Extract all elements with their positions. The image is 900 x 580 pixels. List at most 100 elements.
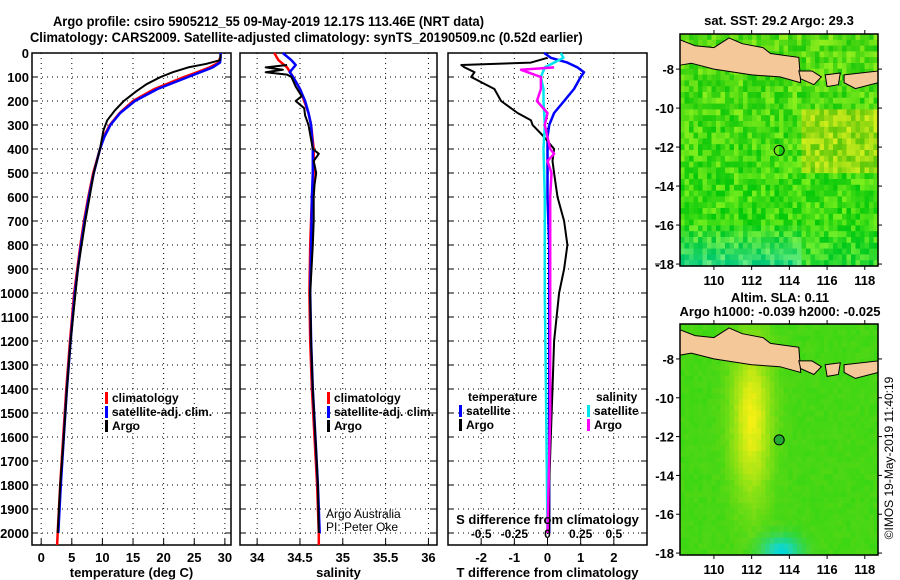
map-cell bbox=[797, 479, 803, 487]
map-cell bbox=[833, 202, 839, 209]
map-cell bbox=[792, 462, 798, 469]
map-cell bbox=[833, 520, 839, 527]
map-cell bbox=[806, 445, 812, 452]
map-cell bbox=[797, 526, 803, 533]
map-cell bbox=[783, 231, 789, 238]
map-cell bbox=[774, 86, 780, 93]
map-cell bbox=[864, 231, 870, 238]
map-cell bbox=[693, 254, 699, 261]
map-cell bbox=[738, 219, 744, 226]
map-cell bbox=[725, 242, 731, 250]
map-cell bbox=[828, 387, 834, 394]
map-cell bbox=[680, 364, 686, 371]
map-cell bbox=[815, 150, 821, 157]
map-cell bbox=[716, 358, 722, 365]
map-cell bbox=[693, 324, 699, 331]
map-cell bbox=[747, 370, 753, 377]
map-cell bbox=[711, 74, 717, 81]
map-cell bbox=[837, 242, 843, 250]
map-cell bbox=[680, 543, 686, 550]
map-cell bbox=[828, 219, 834, 226]
map-cell bbox=[770, 376, 776, 383]
map-cell bbox=[702, 531, 708, 539]
map-cell bbox=[729, 404, 735, 412]
map-cell bbox=[693, 491, 699, 498]
map-cell bbox=[720, 219, 726, 226]
map-cell bbox=[801, 144, 807, 151]
map-cell bbox=[689, 404, 695, 412]
map-cell bbox=[689, 543, 695, 550]
map-cell bbox=[815, 549, 821, 556]
map-cell bbox=[864, 39, 870, 47]
map-cell bbox=[824, 86, 830, 93]
map-cell bbox=[801, 190, 807, 197]
map-cell bbox=[797, 144, 803, 151]
map-cell bbox=[756, 86, 762, 93]
map-cell bbox=[846, 150, 852, 157]
map-cell bbox=[707, 179, 713, 186]
map-cell bbox=[797, 202, 803, 209]
map-cell bbox=[743, 508, 749, 516]
map-cell bbox=[788, 393, 794, 400]
map-cell bbox=[752, 179, 758, 186]
map-cell bbox=[729, 474, 735, 481]
map-cell bbox=[833, 213, 839, 221]
map-cell bbox=[846, 485, 852, 493]
map-cell bbox=[797, 45, 803, 52]
map-cell bbox=[765, 237, 771, 244]
map-cell bbox=[711, 543, 717, 550]
map-cell bbox=[806, 254, 812, 261]
map-cell bbox=[788, 422, 794, 429]
map-cell bbox=[837, 531, 843, 539]
map-cell bbox=[864, 150, 870, 157]
map-cell bbox=[716, 202, 722, 209]
map-cell bbox=[761, 184, 767, 192]
map-cell bbox=[869, 202, 875, 209]
map-cell bbox=[819, 132, 825, 139]
map-cell bbox=[815, 329, 821, 337]
map-cell bbox=[747, 531, 753, 539]
map-cell bbox=[806, 97, 812, 105]
map-cell bbox=[752, 514, 758, 521]
map-cell bbox=[716, 526, 722, 533]
map-cell bbox=[693, 155, 699, 163]
map-cell bbox=[689, 92, 695, 99]
map-cell bbox=[842, 184, 848, 192]
map-cell bbox=[810, 109, 816, 116]
map-cell bbox=[828, 184, 834, 192]
map-cell bbox=[680, 531, 686, 539]
map-cell bbox=[801, 497, 807, 504]
map-cell bbox=[689, 549, 695, 556]
sdiff-tick-label: -0.5 bbox=[471, 527, 492, 541]
map-cell bbox=[725, 179, 731, 186]
map-cell bbox=[797, 150, 803, 157]
map-cell bbox=[743, 121, 749, 128]
depth-tick-label: 1900 bbox=[0, 502, 29, 517]
map-cell bbox=[711, 231, 717, 238]
map-cell bbox=[792, 543, 798, 550]
map-cell bbox=[783, 202, 789, 209]
map-cell bbox=[774, 456, 780, 464]
map-cell bbox=[756, 329, 762, 337]
map-cell bbox=[837, 138, 843, 145]
map-cell bbox=[774, 387, 780, 394]
map-cell bbox=[806, 335, 812, 342]
map-cell bbox=[734, 74, 740, 81]
map-cell bbox=[869, 427, 875, 435]
map-cell bbox=[851, 144, 857, 151]
map-cell bbox=[698, 248, 704, 255]
map-cell bbox=[774, 190, 780, 197]
map-cell bbox=[734, 537, 740, 545]
map-cell bbox=[698, 479, 704, 487]
map-cell bbox=[864, 86, 870, 93]
map-cell bbox=[819, 208, 825, 215]
map-cell bbox=[828, 491, 834, 498]
map-cell bbox=[756, 208, 762, 215]
map-cell bbox=[761, 520, 767, 527]
map-cell bbox=[743, 97, 749, 105]
map-cell bbox=[833, 248, 839, 255]
map-cell bbox=[738, 167, 744, 174]
map-cell bbox=[743, 86, 749, 93]
map-cell bbox=[801, 433, 807, 441]
map-cell bbox=[810, 526, 816, 533]
